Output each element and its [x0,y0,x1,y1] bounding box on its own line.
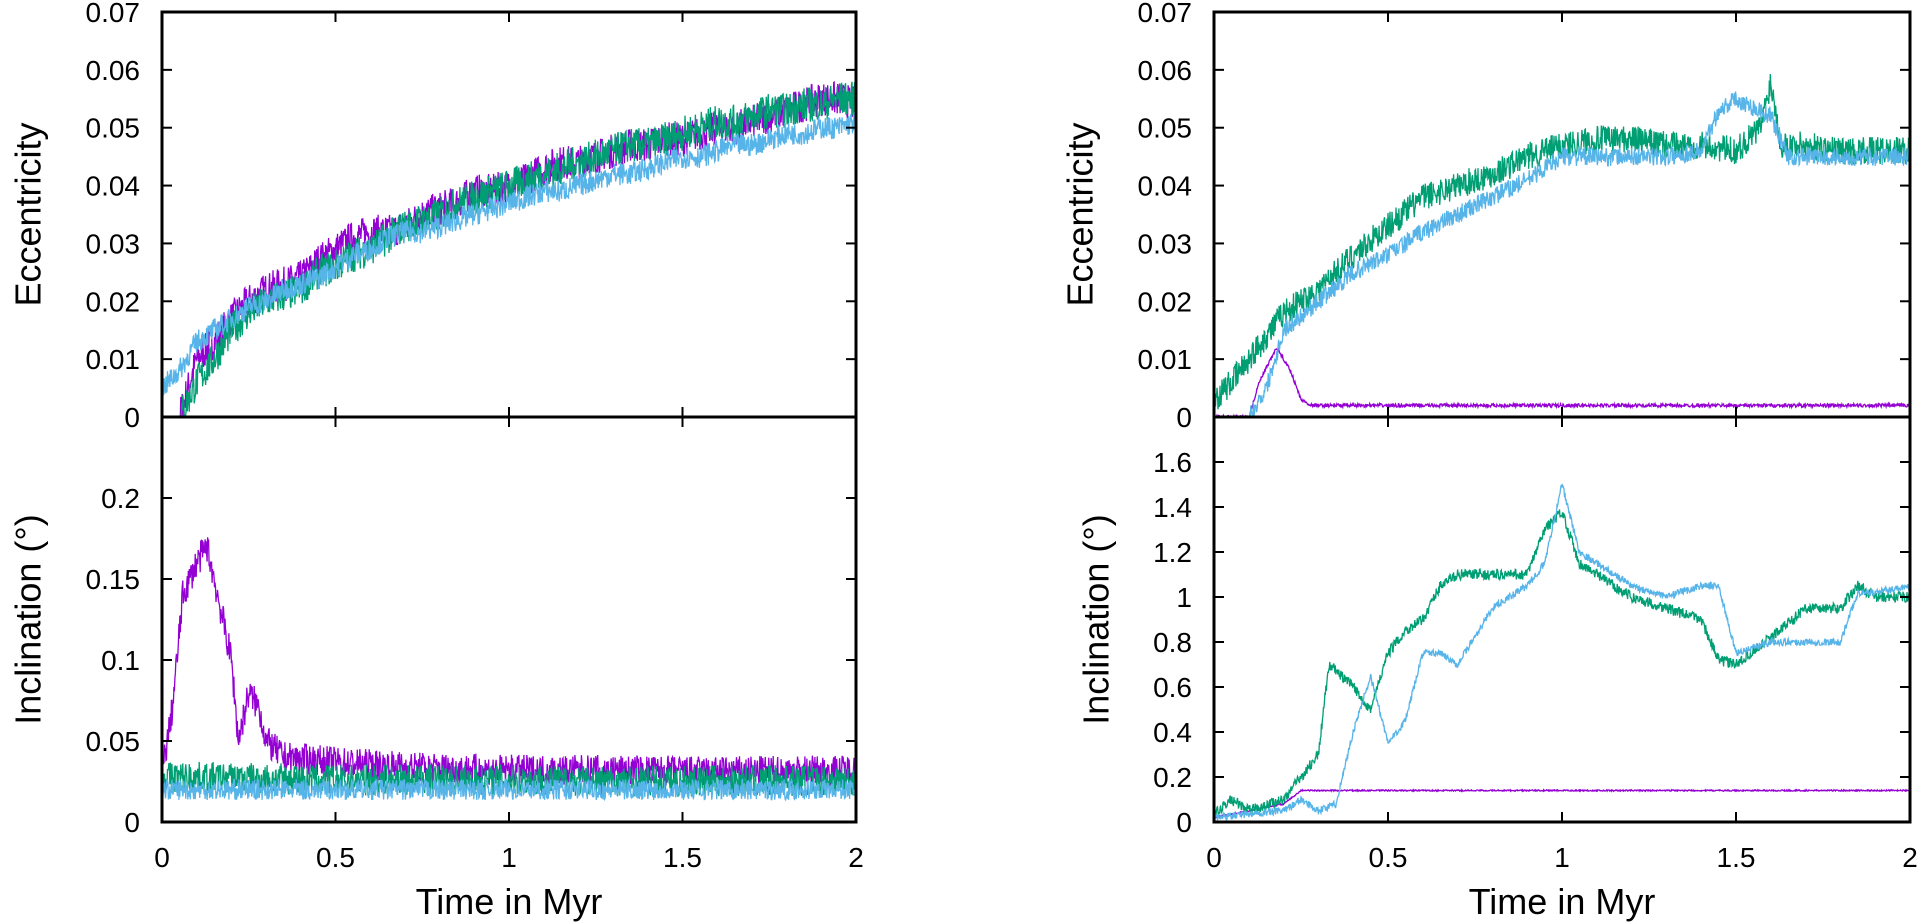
x-tick-label: 1.5 [663,842,702,873]
y-tick-label: 0.05 [86,726,141,757]
series-line-1-2 [162,777,856,802]
x-axis-label: Time in Myr [1469,881,1656,922]
y-tick-label: 0.02 [86,286,141,317]
y-tick-label: 0.06 [86,55,141,86]
series-line-2-0 [1214,347,1910,417]
y-tick-label: 0.06 [1138,55,1193,86]
series-line-3-0 [1214,788,1910,819]
y-tick-label: 1.6 [1153,447,1192,478]
x-tick-label: 0.5 [1369,842,1408,873]
plot-frame [160,415,858,824]
x-tick-label: 2 [848,842,864,873]
plot-frame [1212,415,1912,824]
series-line-1-0 [162,537,856,788]
x-tick-label: 1 [501,842,517,873]
plot-frame [1212,10,1912,419]
y-tick-label: 0.01 [86,344,141,375]
y-tick-label: 0.1 [101,645,140,676]
y-tick-label: 0.01 [1138,344,1193,375]
y-tick-label: 0.2 [101,483,140,514]
x-axis-label: Time in Myr [416,881,603,922]
y-tick-label: 0.6 [1153,672,1192,703]
panel-top-left: 0 0.01 0.02 0.03 0.04 0.05 0.06 0.07 Eccentricit… [8,0,858,433]
y-tick-label: 0 [1176,807,1192,838]
y-tick-label: 0 [1176,402,1192,433]
y-tick-label: 1.2 [1153,537,1192,568]
x-tick-label: 0 [154,842,170,873]
y-tick-label: 1.4 [1153,492,1192,523]
x-tick-label: 0.5 [316,842,355,873]
y-axis-label: Inclination (°) [1076,514,1117,724]
series-line-0-2 [162,112,856,398]
y-tick-label: 0.07 [86,0,141,28]
y-tick-label: 0.02 [1138,286,1193,317]
series-line-0-0 [162,80,856,417]
series-line-3-1 [1214,509,1910,818]
y-tick-label: 0.04 [1138,171,1193,202]
series-line-1-1 [162,761,856,798]
x-tick-label: 2 [1902,842,1918,873]
y-tick-label: 0.07 [1138,0,1193,28]
series-line-3-2 [1214,483,1910,821]
series-line-2-2 [1214,91,1910,417]
y-tick-label: 0.2 [1153,762,1192,793]
y-tick-label: 1 [1176,582,1192,613]
y-tick-label: 0.04 [86,171,141,202]
y-tick-label: 0.05 [1138,113,1193,144]
series-line-0-1 [162,81,856,417]
y-tick-label: 0 [124,402,140,433]
panel-bottom-right: 0 0.5 1 1.5 2 0 0.2 0.4 0.6 0.8 1 1.2 1.4 1.6 Inclinat… [1076,415,1918,922]
y-tick-label: 0.15 [86,564,141,595]
y-tick-label: 0.4 [1153,717,1192,748]
x-tick-label: 0 [1206,842,1222,873]
y-axis-label: Eccentricity [1060,122,1101,306]
x-tick-label: 1 [1554,842,1570,873]
y-axis-label: Eccentricity [8,122,49,306]
y-tick-label: 0.03 [1138,228,1193,259]
plot-frame [160,10,858,419]
y-tick-label: 0.8 [1153,627,1192,658]
panel-bottom-left: 0 0.5 1 1.5 2 0 0.05 0.1 0.15 0.2 Inclination (°) T… [8,415,864,922]
y-tick-label: 0.05 [86,113,141,144]
series-line-2-1 [1214,73,1910,410]
panel-top-right: 0 0.01 0.02 0.03 0.04 0.05 0.06 0.07 Eccentricit… [1060,0,1912,433]
y-tick-label: 0.03 [86,228,141,259]
y-axis-label: Inclination (°) [8,514,49,724]
y-tick-label: 0 [124,807,140,838]
x-tick-label: 1.5 [1717,842,1756,873]
